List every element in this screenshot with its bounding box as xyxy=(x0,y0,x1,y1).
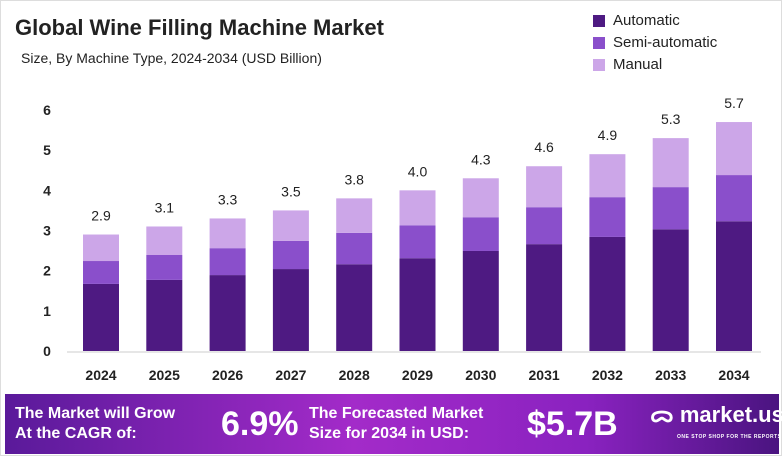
chart-subtitle: Size, By Machine Type, 2024-2034 (USD Bi… xyxy=(21,50,322,66)
bar-automatic-2025 xyxy=(146,279,183,351)
bar-automatic-2030 xyxy=(462,250,499,351)
y-tick-label: 5 xyxy=(43,142,51,158)
x-tick-label: 2031 xyxy=(529,367,560,383)
legend-label: Automatic xyxy=(613,12,680,29)
total-label: 3.3 xyxy=(218,191,238,207)
x-tick-label: 2024 xyxy=(85,367,116,383)
bar-automatic-2026 xyxy=(209,275,246,351)
logo-tagline: ONE STOP SHOP FOR THE REPORTS xyxy=(677,434,782,440)
total-label: 4.0 xyxy=(408,163,428,179)
bar-manual-2026 xyxy=(209,218,246,249)
forecast-value: $5.7B xyxy=(527,405,618,443)
total-label: 3.5 xyxy=(281,183,301,199)
x-tick-label: 2027 xyxy=(275,367,306,383)
bar-automatic-2032 xyxy=(589,236,626,351)
bar-manual-2028 xyxy=(336,198,373,233)
bar-chart: 0 1 2 3 4 5 6 2.9 2024 3.1 2025 3.3 2026 3.5 2027 3.8 20… xyxy=(43,95,761,383)
legend-label: Semi-automatic xyxy=(613,34,718,51)
x-tick-label: 2025 xyxy=(149,367,180,383)
total-label: 4.9 xyxy=(598,127,618,143)
total-label: 3.1 xyxy=(155,199,175,215)
bar-automatic-2031 xyxy=(526,244,563,351)
x-tick-label: 2033 xyxy=(655,367,686,383)
x-tick-label: 2028 xyxy=(339,367,370,383)
total-label: 5.3 xyxy=(661,111,681,127)
y-tick-label: 4 xyxy=(43,182,51,198)
logo-icon: ᯅ xyxy=(650,402,680,427)
y-tick-label: 3 xyxy=(43,223,51,239)
market-us-logo: ᯅ market.us xyxy=(650,402,782,427)
total-label: 4.6 xyxy=(534,139,554,155)
cagr-value: 6.9% xyxy=(221,405,299,443)
bar-semi-automatic-2024 xyxy=(83,261,119,284)
bar-semi-automatic-2026 xyxy=(209,248,246,276)
bar-manual-2024 xyxy=(83,234,119,262)
total-label: 4.3 xyxy=(471,151,491,167)
bar-semi-automatic-2025 xyxy=(146,255,183,280)
legend-item-manual: Manual xyxy=(593,54,717,76)
legend-item-semi-automatic: Semi-automatic xyxy=(593,32,717,54)
bar-manual-2029 xyxy=(399,190,436,226)
bar-semi-automatic-2027 xyxy=(272,240,309,270)
y-tick-label: 2 xyxy=(43,263,51,279)
bar-semi-automatic-2033 xyxy=(652,187,689,230)
legend-label: Manual xyxy=(613,56,663,73)
bar-semi-automatic-2031 xyxy=(526,207,563,245)
bar-automatic-2028 xyxy=(336,264,373,351)
bar-automatic-2033 xyxy=(652,229,689,351)
cagr-label: The Market will Grow At the CAGR of: xyxy=(15,405,176,442)
bar-manual-2025 xyxy=(146,226,183,256)
bar-manual-2031 xyxy=(526,166,563,208)
x-tick-label: 2026 xyxy=(212,367,243,383)
x-tick-label: 2032 xyxy=(592,367,623,383)
bar-semi-automatic-2032 xyxy=(589,197,626,237)
total-label: 5.7 xyxy=(724,95,744,111)
forecast-label: The Forecasted Market Size for 2034 in US… xyxy=(309,405,484,442)
bar-semi-automatic-2030 xyxy=(462,217,499,251)
legend-item-automatic: Automatic xyxy=(593,10,717,32)
bar-semi-automatic-2034 xyxy=(716,175,752,222)
bar-manual-2030 xyxy=(462,178,499,218)
bar-automatic-2034 xyxy=(716,221,752,351)
y-tick-label: 6 xyxy=(43,102,51,118)
bar-automatic-2027 xyxy=(272,269,309,351)
bar-manual-2034 xyxy=(716,122,752,176)
chart-title: Global Wine Filling Machine Market xyxy=(15,15,384,40)
bar-semi-automatic-2028 xyxy=(336,232,373,265)
bar-automatic-2024 xyxy=(83,283,119,351)
y-tick-label: 1 xyxy=(43,303,51,319)
bar-semi-automatic-2029 xyxy=(399,225,436,259)
legend: Automatic Semi-automatic Manual xyxy=(593,10,717,76)
x-tick-label: 2030 xyxy=(465,367,496,383)
y-tick-label: 0 xyxy=(43,343,51,359)
bar-automatic-2029 xyxy=(399,258,436,351)
summary-banner: The Market will Grow At the CAGR of: 6.9%… xyxy=(5,394,782,454)
bar-manual-2027 xyxy=(272,210,309,241)
bar-manual-2033 xyxy=(652,138,689,188)
total-label: 2.9 xyxy=(91,208,111,224)
total-label: 3.8 xyxy=(344,171,364,187)
x-tick-label: 2034 xyxy=(718,367,749,383)
bar-manual-2032 xyxy=(589,154,626,198)
x-tick-label: 2029 xyxy=(402,367,433,383)
